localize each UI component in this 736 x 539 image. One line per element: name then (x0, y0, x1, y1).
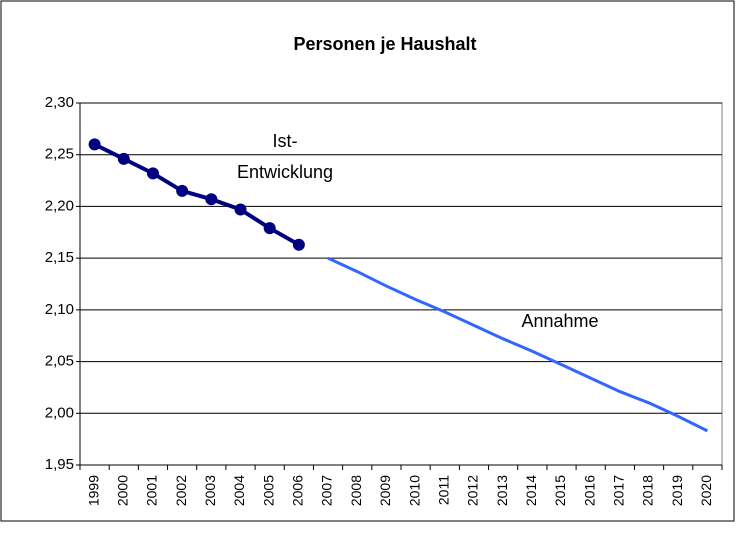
x-tick-label: 2010 (406, 475, 422, 506)
x-tick-label: 2005 (260, 475, 276, 506)
chart-title: Personen je Haushalt (293, 34, 476, 54)
y-tick-label: 2,05 (45, 353, 74, 370)
x-tick-label: 2003 (202, 475, 218, 506)
data-point (88, 138, 101, 151)
data-point (205, 193, 218, 206)
x-tick-label: 2018 (640, 475, 656, 506)
x-tick-label: 2001 (144, 475, 160, 506)
y-tick-label: 2,15 (45, 249, 74, 266)
x-tick-label: 2013 (494, 475, 510, 506)
data-point (263, 222, 276, 235)
x-tick-label: 1999 (85, 475, 101, 506)
data-point (176, 184, 189, 197)
x-tick-label: 2015 (552, 475, 568, 506)
series-line (327, 256, 709, 433)
plot-area (79, 102, 723, 466)
x-tick-label: 2014 (523, 475, 539, 506)
x-tick-label: 2009 (377, 475, 393, 506)
y-tick-label: 2,25 (45, 146, 74, 163)
y-tick-label: 2,10 (45, 301, 74, 318)
x-tick-label: 2011 (435, 475, 451, 505)
y-tick-label: 1,95 (45, 456, 74, 473)
data-point (146, 167, 159, 180)
x-tick-label: 2020 (698, 475, 714, 506)
data-point (292, 238, 305, 251)
data-point (234, 203, 247, 216)
y-tick-label: 2,00 (45, 404, 74, 421)
x-tick-label: 2016 (581, 475, 597, 506)
x-tick-label: 2004 (231, 475, 247, 506)
y-tick-label: 2,20 (45, 197, 74, 214)
x-tick-label: 2017 (611, 475, 627, 506)
x-tick-label: 2012 (465, 475, 481, 506)
series-label: Ist-Entwicklung (237, 131, 333, 182)
x-tick-label: 2002 (173, 475, 189, 506)
x-tick-label: 2007 (319, 475, 335, 506)
data-point (117, 152, 130, 165)
x-tick-label: 2006 (290, 475, 306, 506)
x-tick-label: 2019 (669, 475, 685, 506)
x-tick-label: 2008 (348, 475, 364, 506)
x-tick-label: 2000 (114, 475, 130, 506)
y-tick-label: 2,30 (45, 94, 74, 111)
series-label: Annahme (521, 311, 598, 331)
